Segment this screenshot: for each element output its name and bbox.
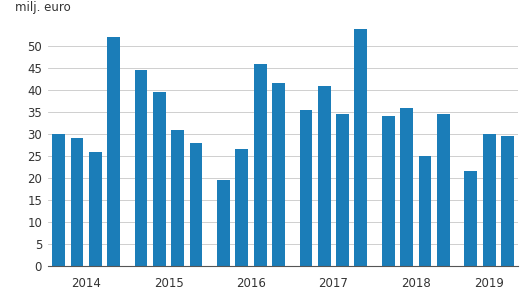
Bar — [400, 108, 413, 266]
Bar — [171, 130, 184, 266]
Bar — [318, 86, 331, 266]
Bar — [134, 70, 148, 266]
Bar — [501, 136, 514, 266]
Text: 2016: 2016 — [236, 277, 266, 290]
Bar — [70, 138, 84, 266]
Bar — [235, 149, 248, 266]
Bar — [482, 134, 496, 266]
Bar — [464, 171, 477, 266]
Bar — [382, 116, 395, 266]
Bar — [89, 152, 102, 266]
Text: 2015: 2015 — [153, 277, 184, 290]
Bar — [217, 180, 230, 266]
Text: 2018: 2018 — [401, 277, 431, 290]
Text: 2014: 2014 — [71, 277, 101, 290]
Bar — [437, 114, 450, 266]
Text: milj. euro: milj. euro — [15, 2, 70, 14]
Text: 2017: 2017 — [318, 277, 348, 290]
Bar — [336, 114, 349, 266]
Text: 2019: 2019 — [474, 277, 504, 290]
Bar — [107, 37, 120, 266]
Bar — [299, 110, 312, 266]
Bar — [254, 64, 267, 266]
Bar — [153, 92, 166, 266]
Bar — [52, 134, 65, 266]
Bar — [272, 83, 285, 266]
Bar — [354, 29, 367, 266]
Bar — [418, 156, 432, 266]
Bar — [189, 143, 203, 266]
